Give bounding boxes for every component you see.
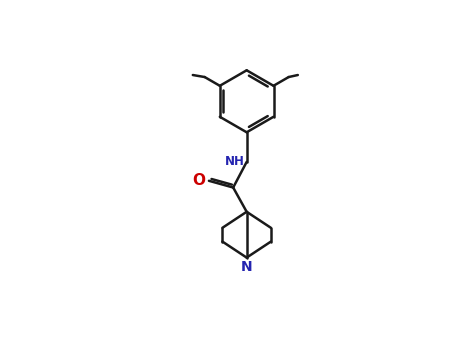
Text: N: N [241, 260, 253, 274]
Text: NH: NH [225, 155, 244, 168]
Text: O: O [193, 173, 206, 188]
